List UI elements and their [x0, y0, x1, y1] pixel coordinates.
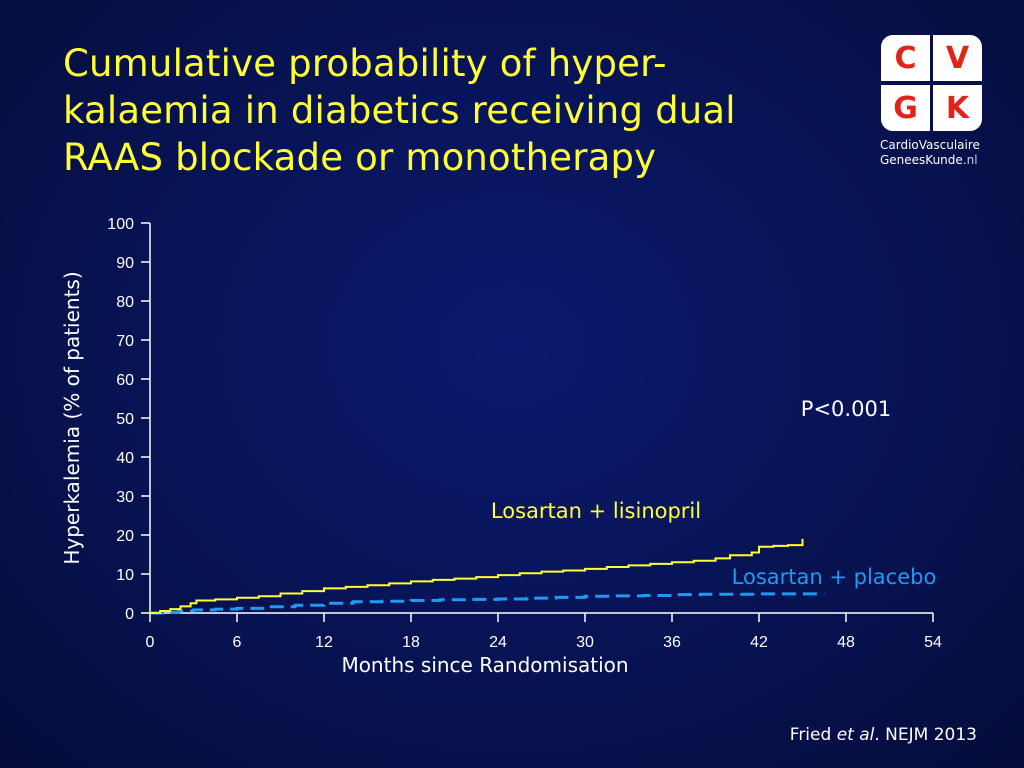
x-tick-label: 18 — [402, 634, 420, 651]
y-tick-label: 50 — [116, 411, 134, 428]
y-tick-label: 80 — [116, 294, 134, 311]
p-value-annotation: P<0.001 — [801, 397, 891, 421]
y-tick-label: 40 — [116, 450, 134, 467]
citation-prefix: Fried — [789, 725, 837, 745]
y-tick-label: 100 — [107, 216, 134, 233]
x-tick-label: 36 — [663, 634, 681, 651]
x-tick-label: 0 — [146, 634, 155, 651]
x-axis-label: Months since Randomisation — [341, 653, 628, 677]
logo-text-line-2: GeneesKunde.nl — [880, 153, 978, 167]
logo-text-suffix: .nl — [962, 153, 978, 167]
y-tick-label: 10 — [116, 567, 134, 584]
logo-tile-v: V — [933, 35, 982, 81]
y-tick-label: 20 — [116, 528, 134, 545]
citation: Fried et al. NEJM 2013 — [790, 725, 977, 745]
x-tick-label: 48 — [837, 634, 855, 651]
x-tick-label: 12 — [315, 634, 333, 651]
y-tick-label: 90 — [116, 255, 134, 272]
series-label-losartan-placebo: Losartan + placebo — [732, 565, 937, 589]
x-tick-label: 6 — [233, 634, 242, 651]
y-axis-label: Hyperkalemia (% of patients) — [60, 271, 84, 564]
x-tick-label: 54 — [924, 634, 942, 651]
series-line-losartan-placebo — [150, 592, 825, 615]
title-line-1: Cumulative probability of hyper- — [63, 42, 667, 85]
logo-tile-c: C — [881, 35, 930, 81]
logo-tile-g: G — [881, 85, 930, 131]
logo-tile-k: K — [933, 85, 982, 131]
slide-title: Cumulative probability of hyper- kalaemi… — [63, 40, 823, 181]
logo-text-line-1: CardioVasculaire — [880, 138, 980, 152]
x-tick-label: 30 — [576, 634, 594, 651]
logo-text-main: GeneesKunde — [880, 153, 963, 167]
y-tick-label: 60 — [116, 372, 134, 389]
series-label-losartan-lisinopril: Losartan + lisinopril — [491, 499, 701, 523]
y-tick-label: 30 — [116, 489, 134, 506]
cvgk-logo: C V G K CardioVasculaire GeneesKunde.nl — [878, 33, 984, 173]
title-line-2: kalaemia in diabetics receiving dual — [63, 89, 736, 132]
citation-suffix: . NEJM 2013 — [874, 725, 977, 745]
y-tick-label: 70 — [116, 333, 134, 350]
title-line-3: RAAS blockade or monotherapy — [63, 136, 657, 179]
y-tick-label: 0 — [125, 606, 134, 623]
x-tick-label: 42 — [750, 634, 768, 651]
citation-italic: et al — [836, 725, 875, 745]
series-line-losartan-lisinopril — [150, 538, 804, 614]
x-tick-label: 24 — [489, 634, 507, 651]
